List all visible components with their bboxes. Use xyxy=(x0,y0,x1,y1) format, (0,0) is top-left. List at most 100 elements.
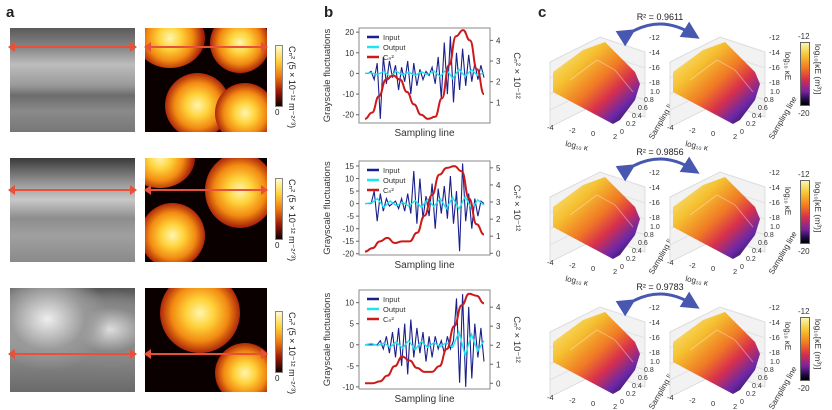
z-tick-label: -12 xyxy=(649,168,660,177)
colorbar-label: log₁₀[κE (m³)] xyxy=(813,319,823,369)
series-output xyxy=(364,68,485,80)
colorbar xyxy=(800,42,810,106)
y-tick-label: 0.8 xyxy=(764,97,774,104)
colorbar-min: 0 xyxy=(275,108,280,117)
z-tick-label: -16 xyxy=(649,63,660,72)
z-tick-label: -16 xyxy=(649,198,660,207)
y2-tick-label: 3 xyxy=(496,322,501,331)
colorbar-max: -12 xyxy=(798,170,810,179)
legend-label: Cₙ² xyxy=(383,315,394,324)
y-tick-label: -10 xyxy=(342,90,354,99)
x-tick-label: -4 xyxy=(667,123,674,132)
x-tick-label: 0 xyxy=(711,399,715,408)
x-tick-label: 0 xyxy=(711,264,715,273)
legend-label: Output xyxy=(383,43,406,52)
colorbar-min: 0 xyxy=(275,374,280,383)
panel-label-c: c xyxy=(538,4,547,21)
x-axis-label: Sampling line xyxy=(394,128,454,139)
z-tick-label: -14 xyxy=(769,318,780,327)
y-tick-label: -10 xyxy=(342,225,354,234)
y2-tick-label: 1 xyxy=(496,98,501,107)
y-tick-label: 0.8 xyxy=(644,97,654,104)
y-tick-label: 0.6 xyxy=(758,105,768,112)
colorbar-label: log₁₀[κE (m³)] xyxy=(813,182,823,232)
z-tick-label: -12 xyxy=(649,33,660,42)
z-tick-label: -12 xyxy=(649,303,660,312)
x-tick-label: 0 xyxy=(711,129,715,138)
x-tick-label: -2 xyxy=(689,261,696,270)
z-tick-label: -12 xyxy=(769,303,780,312)
y-tick-label: 10 xyxy=(345,299,354,308)
colorbar-max: -12 xyxy=(798,32,810,41)
legend-label: Input xyxy=(383,295,401,304)
cn2-heatmap xyxy=(145,28,267,132)
y-tick-label: 0.6 xyxy=(638,105,648,112)
sampling-line-arrow xyxy=(8,349,137,359)
x-tick-label: -2 xyxy=(569,396,576,405)
z-axis-label: log₁₀ κE xyxy=(783,52,792,80)
legend-label: Input xyxy=(383,166,401,175)
y-tick-label: 0.8 xyxy=(644,232,654,239)
sampling-line-arrow xyxy=(144,349,268,359)
z-axis-label: log₁₀ κE xyxy=(783,187,792,215)
z-tick-label: -18 xyxy=(769,348,780,357)
y-tick-label: 0 xyxy=(740,399,744,406)
x-axis-label: log₁₀ κ xyxy=(565,274,590,288)
z-tick-label: -18 xyxy=(649,213,660,222)
y2-axis-label: Cₙ² × 10⁻¹² xyxy=(511,185,522,232)
y-tick-label: 0.2 xyxy=(746,121,756,128)
colorbar xyxy=(275,311,283,373)
infrared-photo xyxy=(10,288,135,392)
y-axis-label: Grayscale fluctuations xyxy=(322,161,333,255)
y-tick-label: 0 xyxy=(740,129,744,136)
sampling-line-arrow xyxy=(8,185,137,195)
y-tick-label: 0.6 xyxy=(758,240,768,247)
y2-tick-label: 0 xyxy=(496,379,501,388)
y2-axis-label: Cₙ² × 10⁻¹² xyxy=(511,52,522,99)
y-tick-label: 0 xyxy=(620,264,624,271)
y-tick-label: 0.2 xyxy=(626,391,636,398)
y-tick-label: 0.2 xyxy=(626,121,636,128)
correlation-arrow xyxy=(615,291,700,317)
colorbar-min: -20 xyxy=(798,247,810,256)
y-tick-label: 0.4 xyxy=(752,113,762,120)
x-tick-label: -4 xyxy=(547,393,554,402)
legend-label: Input xyxy=(383,33,401,42)
y-tick-label: 0.2 xyxy=(746,391,756,398)
x-tick-label: 2 xyxy=(733,402,737,410)
x-tick-label: 2 xyxy=(613,402,617,410)
x-tick-label: -2 xyxy=(569,261,576,270)
r-squared-label: R² = 0.9856 xyxy=(636,147,683,157)
x-tick-label: 0 xyxy=(591,129,595,138)
x-tick-label: -2 xyxy=(689,126,696,135)
axes-frame xyxy=(358,160,491,256)
surface xyxy=(553,177,640,259)
z-tick-label: -12 xyxy=(769,33,780,42)
x-tick-label: -4 xyxy=(547,123,554,132)
x-axis-label: log₁₀ κ xyxy=(685,139,710,153)
y-tick-label: 0 xyxy=(350,200,355,209)
z-tick-label: -16 xyxy=(769,333,780,342)
panel-label-b: b xyxy=(324,4,334,21)
y-tick-label: 20 xyxy=(345,28,354,37)
surface xyxy=(673,177,760,259)
y-tick-label: 15 xyxy=(345,162,354,171)
x-tick-label: 0 xyxy=(591,264,595,273)
panel-label-a: a xyxy=(6,4,15,21)
y-tick-label: 0.2 xyxy=(626,256,636,263)
y-tick-label: 0.8 xyxy=(764,367,774,374)
surface xyxy=(553,312,640,394)
y-tick-label: 0.4 xyxy=(632,113,642,120)
y2-tick-label: 3 xyxy=(496,198,501,207)
z-tick-label: -14 xyxy=(649,48,660,57)
colorbar xyxy=(800,317,810,381)
z-tick-label: -16 xyxy=(649,333,660,342)
surface-plot: -12-14-16-18-4-20200.20.40.60.81.0log₁₀ … xyxy=(547,303,679,410)
z-tick-label: -18 xyxy=(649,348,660,357)
